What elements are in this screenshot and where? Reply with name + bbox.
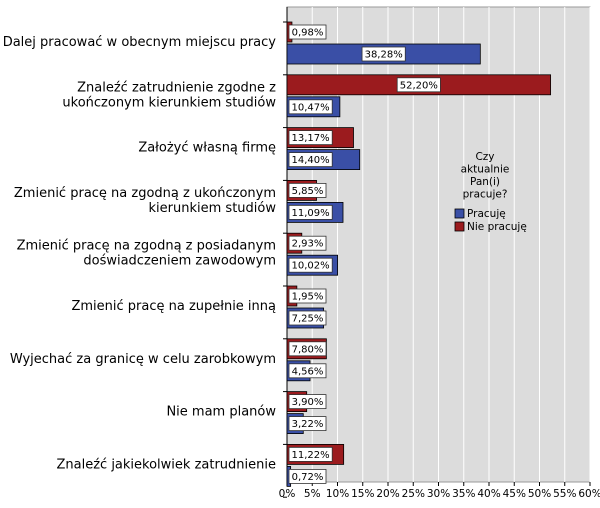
x-tick-label: 55% bbox=[553, 488, 576, 500]
x-tick-label: 10% bbox=[326, 488, 349, 500]
category-label: Znaleźć jakiekolwiek zatrudnienie bbox=[57, 457, 277, 472]
legend-swatch bbox=[454, 208, 465, 219]
x-tick-label: 25% bbox=[402, 488, 425, 500]
data-label-box bbox=[288, 204, 333, 220]
x-tick-label: 50% bbox=[528, 488, 551, 500]
category-label: Zmienić pracę na zgodną z ukończonym bbox=[14, 186, 276, 201]
data-label: 52,20% bbox=[400, 80, 438, 91]
data-label-box bbox=[288, 24, 327, 40]
category-label: kierunkiem studiów bbox=[149, 201, 277, 216]
category-label: ukończonym kierunkiem studiów bbox=[62, 95, 276, 110]
data-label: 3,22% bbox=[292, 419, 324, 430]
data-label: 0,98% bbox=[292, 28, 324, 39]
data-label: 1,95% bbox=[292, 292, 324, 303]
legend-title: Czy bbox=[475, 151, 494, 163]
x-tick-label: 20% bbox=[376, 488, 399, 500]
legend-title: pracuje? bbox=[463, 189, 508, 201]
legend-label: Nie pracuję bbox=[467, 221, 527, 233]
data-label-box bbox=[361, 46, 406, 62]
data-label: 2,93% bbox=[292, 239, 324, 250]
data-label-box bbox=[288, 416, 327, 432]
data-label-box bbox=[288, 446, 333, 462]
data-label-box bbox=[288, 310, 327, 326]
data-label-box bbox=[288, 394, 327, 410]
data-label-box bbox=[288, 468, 327, 484]
category-label: Zmienić pracę na zgodną z posiadanym bbox=[17, 239, 276, 254]
data-label-box bbox=[288, 341, 327, 357]
category-label: Znaleźć zatrudnienie zgodne z bbox=[77, 80, 276, 95]
data-label: 7,80% bbox=[292, 344, 324, 355]
data-label-box bbox=[288, 182, 327, 198]
legend-title: Pan(i) bbox=[470, 176, 500, 188]
x-tick-label: 35% bbox=[452, 488, 475, 500]
category-label: Założyć własną firmę bbox=[138, 141, 276, 156]
x-tick-label: 30% bbox=[427, 488, 450, 500]
category-label: Zmienić pracę na zupełnie inną bbox=[71, 299, 276, 314]
data-label: 0,72% bbox=[292, 472, 324, 483]
data-label: 4,56% bbox=[292, 366, 324, 377]
data-label: 7,25% bbox=[292, 314, 324, 325]
data-label-box bbox=[288, 99, 333, 115]
x-tick-label: 5% bbox=[304, 488, 321, 500]
data-label-box bbox=[288, 235, 327, 251]
data-label-box bbox=[288, 130, 333, 146]
legend-label: Pracuję bbox=[467, 208, 506, 220]
category-label: Nie mam planów bbox=[166, 405, 276, 420]
data-label-box bbox=[396, 77, 441, 93]
x-tick-label: 0% bbox=[279, 488, 296, 500]
data-label-box bbox=[288, 152, 333, 168]
legend-title: aktualnie bbox=[461, 164, 510, 176]
data-label: 38,28% bbox=[365, 50, 403, 61]
category-label: doświadczeniem zawodowym bbox=[83, 254, 276, 269]
x-tick-label: 15% bbox=[351, 488, 374, 500]
x-tick-label: 40% bbox=[477, 488, 500, 500]
data-label: 13,17% bbox=[292, 133, 330, 144]
x-tick-label: 60% bbox=[578, 488, 600, 500]
data-label: 10,02% bbox=[292, 261, 330, 272]
data-label: 11,22% bbox=[292, 450, 330, 461]
data-label: 11,09% bbox=[292, 208, 330, 219]
legend-swatch bbox=[454, 221, 465, 232]
category-label: Dalej pracować w obecnym miejscu pracy bbox=[3, 35, 277, 50]
data-label: 10,47% bbox=[292, 102, 330, 113]
data-label: 14,40% bbox=[292, 155, 330, 166]
data-label-box bbox=[288, 363, 327, 379]
x-tick-label: 45% bbox=[503, 488, 526, 500]
category-label: Wyjechać za granicę w celu zarobkowym bbox=[10, 352, 276, 367]
data-label: 3,90% bbox=[292, 397, 324, 408]
data-label: 5,85% bbox=[292, 186, 324, 197]
data-label-box bbox=[288, 288, 327, 304]
data-label-box bbox=[288, 257, 333, 273]
